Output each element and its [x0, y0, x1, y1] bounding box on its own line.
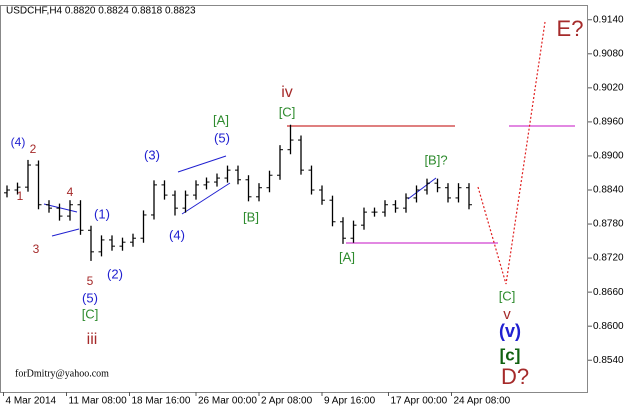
wave-label: [B]? [424, 152, 447, 167]
wave-label: iv [281, 84, 293, 101]
wave-label: (4) [169, 227, 185, 242]
x-tick-label: 17 Apr 00:00 [391, 396, 448, 407]
plot-frame [0, 5, 588, 393]
chart-title: USDCHF,H4 0.8820 0.8824 0.8818 0.8823 [6, 6, 196, 17]
watermark: forDmitry@yahoo.com [15, 368, 109, 379]
wave-label: 5 [87, 274, 94, 288]
wave-label: E? [557, 16, 584, 41]
y-tick-label: 0.8600 [593, 321, 624, 332]
x-tick-label: 2 Apr 08:00 [261, 396, 313, 407]
wave-label: 3 [33, 242, 40, 256]
channel-line [407, 177, 437, 200]
wave-label: [C] [279, 104, 296, 119]
wave-label: (1) [94, 206, 110, 221]
wave-label: 2 [30, 142, 37, 156]
wave-label: iii [87, 331, 98, 348]
wave-label: [B] [243, 209, 259, 224]
y-tick-label: 0.9020 [593, 82, 624, 93]
x-tick-label: 11 Mar 08:00 [69, 396, 128, 407]
x-tick-label: 4 Mar 2014 [6, 396, 57, 407]
wave-label: D? [501, 364, 529, 389]
x-tick-label: 26 Mar 00:00 [198, 396, 257, 407]
wave-label: [A] [339, 249, 355, 264]
y-tick-label: 0.8660 [593, 287, 624, 298]
y-tick-label: 0.8900 [593, 151, 624, 162]
y-tick-label: 0.8540 [593, 355, 624, 366]
channel-line [181, 182, 231, 215]
wave-label: (5) [214, 130, 230, 145]
wave-label: [C] [499, 288, 516, 303]
wave-label: (v) [499, 321, 521, 341]
wave-label: [A] [213, 112, 229, 127]
x-tick-label: 24 Apr 08:00 [454, 396, 511, 407]
wave-label: (3) [144, 147, 160, 162]
channel-line [51, 228, 80, 237]
wave-label: (4) [11, 135, 26, 149]
wave-label: 1 [17, 189, 24, 203]
channel-line [177, 155, 227, 173]
wave-label: 4 [67, 185, 74, 199]
projection [477, 21, 546, 285]
y-tick-label: 0.8840 [593, 185, 624, 196]
wave-label: (2) [107, 266, 123, 281]
wave-label: v [503, 306, 511, 323]
y-tick-label: 0.9080 [593, 48, 624, 59]
y-tick-label: 0.8960 [593, 117, 624, 128]
y-tick-label: 0.8720 [593, 253, 624, 264]
wave-label: (5) [82, 290, 98, 305]
y-tick-label: 0.8780 [593, 219, 624, 230]
wave-label: [c] [500, 345, 521, 364]
x-tick-label: 9 Apr 16:00 [324, 396, 376, 407]
x-tick-label: 18 Mar 16:00 [132, 396, 191, 407]
y-tick-label: 0.9140 [593, 14, 624, 25]
wave-label: [C] [82, 306, 99, 321]
